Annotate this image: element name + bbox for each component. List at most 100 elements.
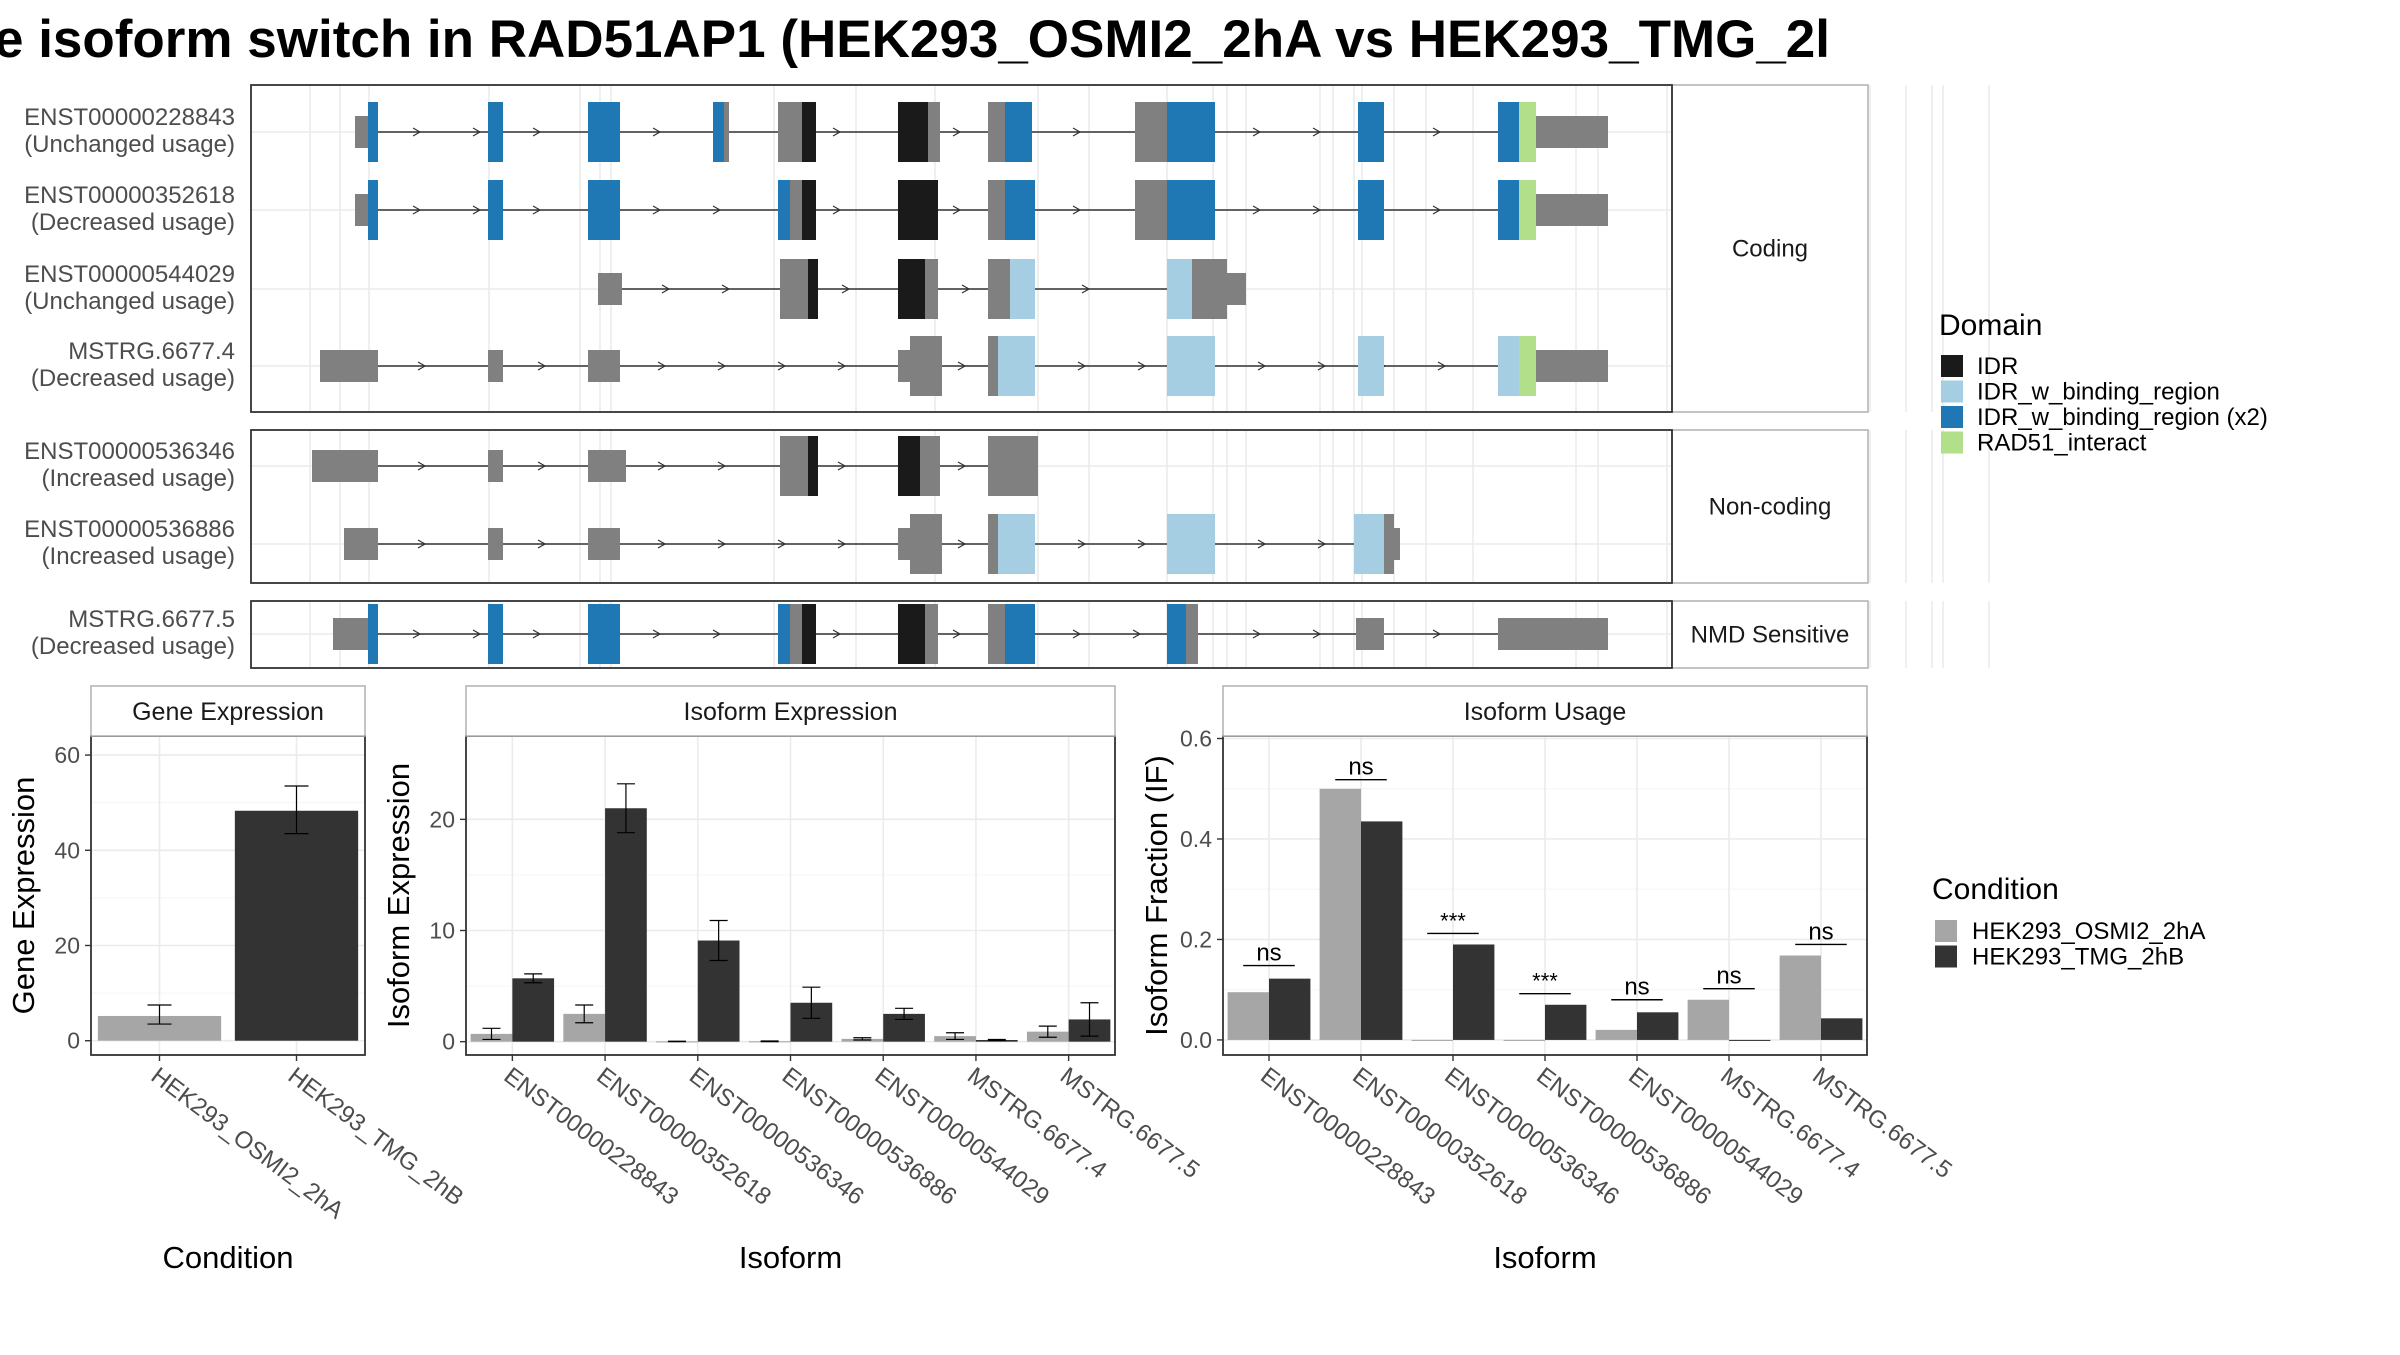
y-tick-label: 60 <box>54 742 80 768</box>
bar-tmg-mstrg-6677-5 <box>1821 1018 1863 1040</box>
x-axis-title: Isoform <box>739 1240 842 1275</box>
x-axis-title: Isoform <box>1493 1240 1596 1275</box>
bar-osmi2-enst00000536346 <box>1411 1039 1453 1041</box>
domain-rad51-interact <box>1519 102 1536 162</box>
intron-arrow <box>777 539 787 549</box>
intron-arrow <box>657 461 667 471</box>
domain-idr <box>898 180 938 240</box>
domain-idr <box>808 259 818 319</box>
bar-osmi2-enst00000228843 <box>1227 992 1269 1040</box>
intron-arrow <box>837 539 847 549</box>
facet-strip <box>1671 84 1869 413</box>
exon <box>588 450 626 482</box>
intron-arrow <box>417 461 427 471</box>
condition-legend-label: HEK293_TMG_2hB <box>1972 944 2184 971</box>
transcript-usage-label: (Unchanged usage) <box>24 288 235 315</box>
intron-arrow <box>712 205 722 215</box>
domain-legend-key <box>1941 380 1963 403</box>
significance-label: ns <box>1716 963 1741 990</box>
domain-idr-w-binding-region <box>1167 259 1192 319</box>
intron-arrow <box>1072 127 1082 137</box>
intron-arrow <box>657 361 667 371</box>
intron-arrow <box>472 127 482 137</box>
transcript-id-label: MSTRG.6677.5 <box>68 606 235 633</box>
intron-arrow <box>1072 629 1082 639</box>
intron-arrow <box>1432 629 1442 639</box>
condition-legend-title: Condition <box>1932 873 2059 906</box>
domain-idr-w-binding-region <box>998 514 1035 574</box>
transcript-id-label: ENST00000352618 <box>24 182 235 209</box>
bar-osmi2-enst00000536886 <box>1503 1039 1545 1041</box>
exon <box>598 273 622 305</box>
transcript-id-label: ENST00000536346 <box>24 438 235 465</box>
y-tick-label: 20 <box>429 806 455 832</box>
facet-strip <box>1671 429 1869 584</box>
domain-idr <box>898 102 928 162</box>
domain-idr <box>898 436 920 496</box>
domain-rad51-interact <box>1519 180 1536 240</box>
figure-title: e isoform switch in RAD51AP1 (HEK293_OSM… <box>0 10 1830 69</box>
intron-arrow <box>412 205 422 215</box>
condition-legend-key <box>1935 920 1957 942</box>
bar-tmg-enst00000352618 <box>605 808 647 1042</box>
domain-legend-title: Domain <box>1939 309 2042 342</box>
intron-arrow <box>957 461 967 471</box>
y-tick-label: 20 <box>54 932 80 958</box>
transcript-panel-1 <box>251 430 1672 583</box>
intron-arrow <box>1312 629 1322 639</box>
y-tick-label: 0.0 <box>1180 1027 1212 1053</box>
intron-arrow <box>1137 539 1147 549</box>
intron-arrow <box>1252 629 1262 639</box>
exon <box>988 514 998 574</box>
intron-arrow <box>532 127 542 137</box>
intron-arrow <box>652 205 662 215</box>
intron-arrow <box>952 127 962 137</box>
transcript-usage-label: (Unchanged usage) <box>24 131 235 158</box>
exon <box>333 618 373 650</box>
domain-legend-label: IDR_w_binding_region (x2) <box>1977 404 2268 431</box>
chart-strip <box>90 685 366 737</box>
intron-arrow <box>1312 205 1322 215</box>
domain-idr-w-binding-region <box>1358 336 1384 396</box>
y-axis-title: Isoform Expression <box>381 763 416 1028</box>
domain-idr-w-binding-region <box>1167 336 1215 396</box>
condition-legend-key <box>1935 945 1957 968</box>
exon <box>780 436 810 496</box>
domain-idr <box>802 102 816 162</box>
intron-arrow <box>1077 539 1087 549</box>
transcript-id-label: ENST00000536886 <box>24 516 235 543</box>
y-axis-title: Isoform Fraction (IF) <box>1139 755 1174 1036</box>
transcript-usage-label: (Decreased usage) <box>31 633 235 660</box>
intron-arrow <box>832 127 842 137</box>
transcript-id-label: ENST00000228843 <box>24 104 235 131</box>
intron-arrow <box>417 539 427 549</box>
domain-idr <box>802 180 816 240</box>
intron-arrow <box>1257 361 1267 371</box>
intron-arrow <box>841 284 851 294</box>
intron-arrow <box>1077 361 1087 371</box>
x-axis-title: Condition <box>163 1240 294 1275</box>
intron-arrow <box>837 361 847 371</box>
significance-label: ns <box>1256 940 1281 967</box>
domain-idr-w-binding-region-x2 <box>488 604 503 664</box>
exon <box>344 528 378 560</box>
domain-idr-w-binding-region-x2 <box>368 604 378 664</box>
intron-arrow <box>1312 127 1322 137</box>
bar-tmg-enst00000536886 <box>1545 1004 1587 1040</box>
x-tick-label: ENST00000228843 <box>499 1062 684 1210</box>
y-tick-label: 10 <box>429 918 455 944</box>
domain-legend-label: IDR_w_binding_region <box>1977 379 2220 406</box>
exon <box>1384 528 1400 560</box>
intron-arrow <box>837 461 847 471</box>
domain-legend-label: RAD51_interact <box>1977 430 2147 457</box>
bar-tmg-enst00000544029 <box>1637 1012 1679 1040</box>
intron-arrow <box>961 284 971 294</box>
chart-title: Isoform Usage <box>1464 698 1627 726</box>
bar-osmi2-mstrg-6677-5 <box>1779 955 1821 1040</box>
facet-strip <box>1671 600 1869 669</box>
intron-arrow <box>472 205 482 215</box>
intron-arrow <box>1252 127 1262 137</box>
y-tick-label: 0.4 <box>1180 826 1212 852</box>
